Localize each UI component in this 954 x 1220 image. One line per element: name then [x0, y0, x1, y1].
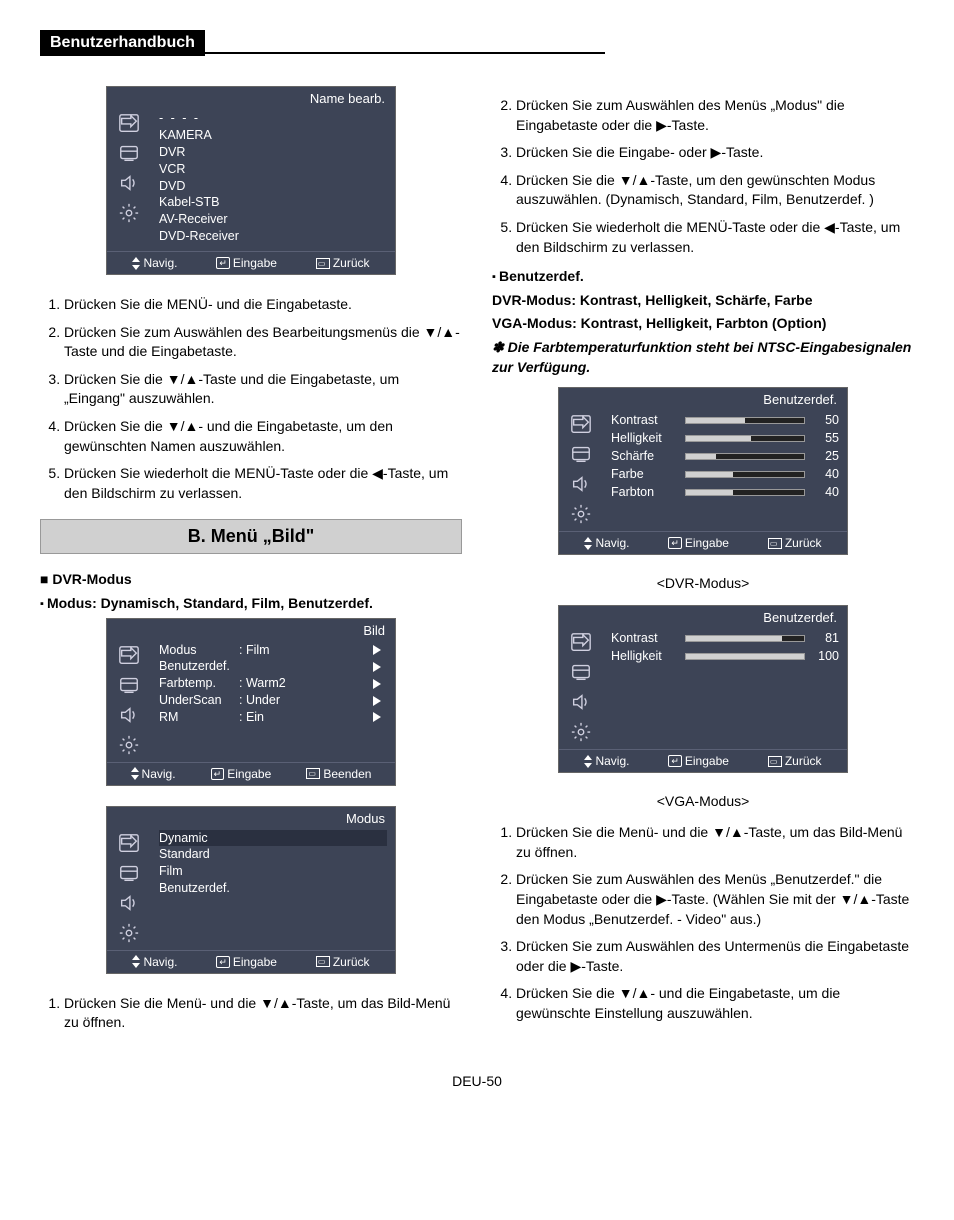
osd-title: Name bearb. [107, 87, 395, 106]
osd-benutzerdef-vga-panel: Benutzerdef. Kontrast81Helligkeit100 Nav… [558, 605, 848, 773]
instructions-right-bottom: Drücken Sie die Menü- und die ▼/▲-Taste,… [492, 823, 914, 1023]
instructions-left-1: Drücken Sie die MENÜ- und die Eingabetas… [40, 295, 462, 503]
right-column: Drücken Sie zum Auswählen des Menüs „Mod… [492, 86, 914, 1043]
dvr-modus-label: DVR-Modus [40, 570, 462, 590]
picture-icon [117, 862, 141, 884]
vga-modus-params: VGA-Modus: Kontrast, Helligkeit, Farbton… [492, 314, 914, 334]
list-item[interactable]: Standard [159, 846, 387, 863]
caption-vga: <VGA-Modus> [492, 793, 914, 809]
slider-row[interactable]: Farbe40 [611, 466, 839, 483]
page-header: Benutzerhandbuch [40, 30, 914, 56]
list-item[interactable]: AV-Receiver [159, 211, 387, 228]
setup-icon [117, 734, 141, 756]
list-item: Drücken Sie die ▼/▲- und die Eingabetast… [516, 984, 914, 1023]
list-item[interactable]: Kabel-STB [159, 194, 387, 211]
section-heading-bild: B. Menü „Bild" [40, 519, 462, 554]
input-icon [117, 832, 141, 854]
list-item: Drücken Sie die Menü- und die ▼/▲-Taste,… [516, 823, 914, 862]
input-icon [117, 644, 141, 666]
left-column: Name bearb. - - - - KAMERA DVR VCR DVD K… [40, 86, 462, 1043]
list-item: Drücken Sie die ▼/▲-Taste, um den gewüns… [516, 171, 914, 210]
dvr-modus-params: DVR-Modus: Kontrast, Helligkeit, Schärfe… [492, 291, 914, 311]
setup-icon [117, 922, 141, 944]
sound-icon [117, 172, 141, 194]
setup-icon [569, 503, 593, 525]
list-item: Drücken Sie zum Auswählen des Untermenüs… [516, 937, 914, 976]
setup-icon [117, 202, 141, 224]
setup-icon [569, 721, 593, 743]
page-number: DEU-50 [40, 1073, 914, 1089]
list-item: Drücken Sie die Eingabe- oder ▶-Taste. [516, 143, 914, 163]
slider-row[interactable]: Schärfe25 [611, 448, 839, 465]
list-item: Drücken Sie die ▼/▲-Taste und die Eingab… [64, 370, 462, 409]
osd-bild-panel: Bild Modus: Film Benutzerdef. Farbtemp.:… [106, 618, 396, 786]
modus-options-label: Modus: Dynamisch, Standard, Film, Benutz… [40, 594, 462, 614]
slider-row[interactable]: Kontrast50 [611, 412, 839, 429]
osd-footer: Navig. ↵ Eingabe ▭ Zurück [107, 251, 395, 274]
list-item: Drücken Sie die Menü- und die ▼/▲-Taste,… [64, 994, 462, 1033]
input-icon [117, 112, 141, 134]
list-item[interactable]: Film [159, 863, 387, 880]
header-title: Benutzerhandbuch [40, 30, 205, 56]
list-item[interactable]: Dynamic [159, 830, 387, 847]
sliders-vga[interactable]: Kontrast81Helligkeit100 [603, 625, 847, 749]
sliders-dvr[interactable]: Kontrast50Helligkeit55Schärfe25Farbe40Fa… [603, 407, 847, 531]
instructions-left-2: Drücken Sie die Menü- und die ▼/▲-Taste,… [40, 994, 462, 1033]
osd-benutzerdef-dvr-panel: Benutzerdef. Kontrast50Helligkeit55Schär… [558, 387, 848, 555]
input-icon [569, 631, 593, 653]
slider-row[interactable]: Helligkeit55 [611, 430, 839, 447]
slider-row[interactable]: Farbton40 [611, 484, 839, 501]
picture-icon [569, 443, 593, 465]
bild-menu[interactable]: Modus: Film Benutzerdef. Farbtemp.: Warm… [151, 638, 395, 762]
list-item[interactable]: Benutzerdef. [159, 880, 387, 897]
list-item[interactable]: DVR [159, 144, 387, 161]
list-item[interactable]: DVD [159, 178, 387, 195]
slider-row[interactable]: Helligkeit100 [611, 648, 839, 665]
osd-modus-panel: Modus Dynamic Standard Film Benutzerdef.… [106, 806, 396, 974]
sound-icon [117, 892, 141, 914]
list-item: Drücken Sie die ▼/▲- und die Eingabetast… [64, 417, 462, 456]
list-item[interactable]: VCR [159, 161, 387, 178]
picture-icon [117, 674, 141, 696]
osd-icon-rail [107, 106, 151, 251]
list-item: Drücken Sie zum Auswählen des Bearbeitun… [64, 323, 462, 362]
benutzerdef-label: Benutzerdef. [492, 267, 914, 287]
picture-icon [117, 142, 141, 164]
modus-list[interactable]: Dynamic Standard Film Benutzerdef. [151, 826, 395, 950]
osd-name-list[interactable]: - - - - KAMERA DVR VCR DVD Kabel-STB AV-… [151, 106, 395, 251]
list-item: Drücken Sie wiederholt die MENÜ-Taste od… [516, 218, 914, 257]
list-item[interactable]: KAMERA [159, 127, 387, 144]
note-text: ✽ Die Farbtemperaturfunktion steht bei N… [492, 338, 914, 377]
sound-icon [117, 704, 141, 726]
input-icon [569, 413, 593, 435]
caption-dvr: <DVR-Modus> [492, 575, 914, 591]
list-item: Drücken Sie zum Auswählen des Menüs „Ben… [516, 870, 914, 929]
list-item: Drücken Sie wiederholt die MENÜ-Taste od… [64, 464, 462, 503]
picture-icon [569, 661, 593, 683]
sound-icon [569, 691, 593, 713]
instructions-right-top: Drücken Sie zum Auswählen des Menüs „Mod… [492, 96, 914, 257]
list-item: Drücken Sie zum Auswählen des Menüs „Mod… [516, 96, 914, 135]
slider-row[interactable]: Kontrast81 [611, 630, 839, 647]
osd-name-edit-panel: Name bearb. - - - - KAMERA DVR VCR DVD K… [106, 86, 396, 275]
list-item: Drücken Sie die MENÜ- und die Eingabetas… [64, 295, 462, 315]
sound-icon [569, 473, 593, 495]
list-item[interactable]: DVD-Receiver [159, 228, 387, 245]
